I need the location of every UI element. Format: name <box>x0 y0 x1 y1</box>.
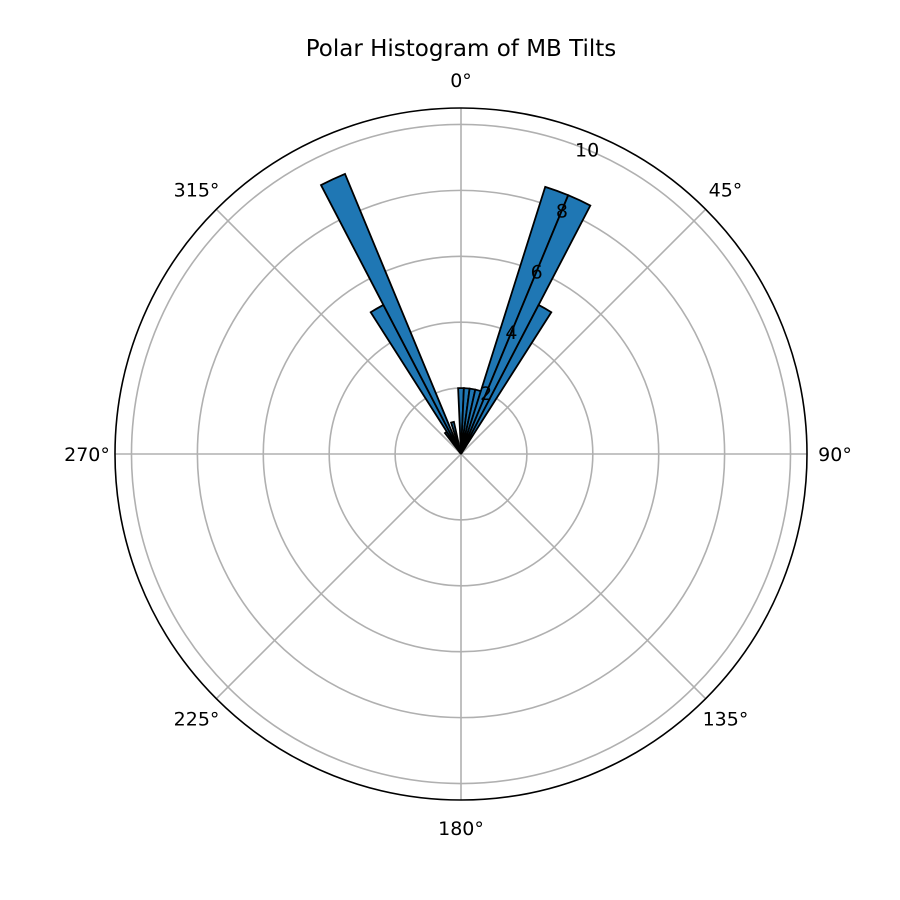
histogram-bar-9 <box>460 194 592 455</box>
radial-tick-label: 6 <box>531 261 543 283</box>
radial-tick-labels: 2 4 6 8 10 <box>480 140 599 406</box>
histogram-bar-1 <box>369 303 462 455</box>
angular-grid-line-315 <box>215 208 462 455</box>
angular-tick-label: 90° <box>818 444 852 466</box>
histogram-bar-10 <box>460 303 553 455</box>
angular-tick-labels: 0° 45° 90° 135° 180° 225° 270° 315° <box>64 70 852 840</box>
angular-grid-line-45 <box>460 208 707 455</box>
histogram-bars <box>319 172 592 455</box>
angular-tick-label: 225° <box>174 708 220 730</box>
angular-tick-label: 0° <box>450 70 472 92</box>
polar-frame <box>114 107 808 801</box>
angular-grid-line-225 <box>215 453 462 700</box>
angular-tick-label: 180° <box>438 818 484 840</box>
angular-grid-line-135 <box>460 453 707 700</box>
radial-tick-label: 2 <box>480 383 492 405</box>
angular-tick-label: 135° <box>703 708 749 730</box>
histogram-bar-2 <box>319 172 462 455</box>
angular-tick-label: 270° <box>64 444 110 466</box>
radial-tick-label: 4 <box>505 322 517 344</box>
chart-title: Polar Histogram of MB Tilts <box>306 36 617 62</box>
angular-tick-label: 45° <box>709 180 743 202</box>
histogram-bar-3 <box>449 420 462 455</box>
polar-grid <box>115 108 807 800</box>
radial-tick-label: 10 <box>575 140 599 162</box>
angular-tick-label: 315° <box>174 180 220 202</box>
radial-tick-label: 8 <box>556 200 568 222</box>
